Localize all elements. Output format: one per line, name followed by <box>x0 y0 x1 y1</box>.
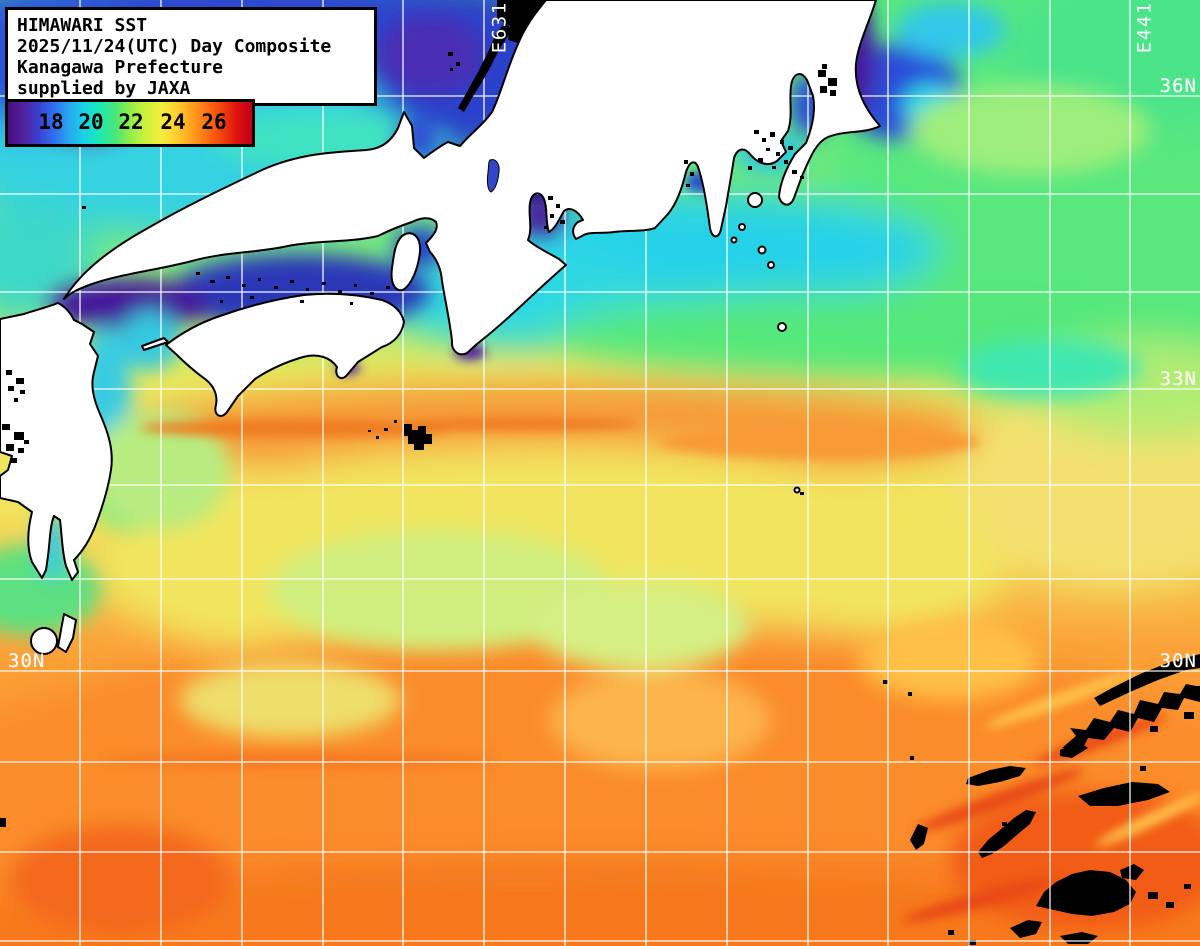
title-line-3: Kanagawa Prefecture <box>17 57 223 78</box>
hachijojima-island <box>777 322 787 332</box>
colorbar-tick-24: 24 <box>160 110 186 134</box>
oshima-island <box>747 192 763 208</box>
cloud-mask-blobs <box>0 654 1200 945</box>
coastal-nodata-speckles <box>2 52 837 495</box>
title-line-2: 2025/11/24(UTC) Day Composite <box>17 36 332 57</box>
sst-colorbar: 18 20 22 24 26 <box>5 99 255 147</box>
awaji-island <box>390 232 422 292</box>
colorbar-tick-18: 18 <box>38 110 64 134</box>
title-box: HIMAWARI SST 2025/11/24(UTC) Day Composit… <box>5 7 377 106</box>
lake-biwa <box>486 159 500 193</box>
colorbar-tick-26: 26 <box>201 110 227 134</box>
title-line-1: HIMAWARI SST <box>17 15 148 36</box>
colorbar-tick-20: 20 <box>78 110 104 134</box>
title-line-4: supplied by JAXA <box>17 78 191 99</box>
lat-label-right-33N: 33N <box>1159 368 1197 390</box>
yakushima-island <box>30 627 58 655</box>
tanegashima-island <box>57 613 77 653</box>
shikoku <box>165 292 405 417</box>
honshu <box>63 0 881 356</box>
land-japan <box>0 0 881 655</box>
lat-label-right-36N: 36N <box>1159 75 1197 97</box>
colorbar-tick-22: 22 <box>118 110 144 134</box>
sadamisaki-cape <box>141 337 169 351</box>
lat-label-right-30N: 30N <box>1159 650 1197 672</box>
lat-label-left-30N: 30N <box>8 650 46 672</box>
kyushu <box>0 302 113 581</box>
